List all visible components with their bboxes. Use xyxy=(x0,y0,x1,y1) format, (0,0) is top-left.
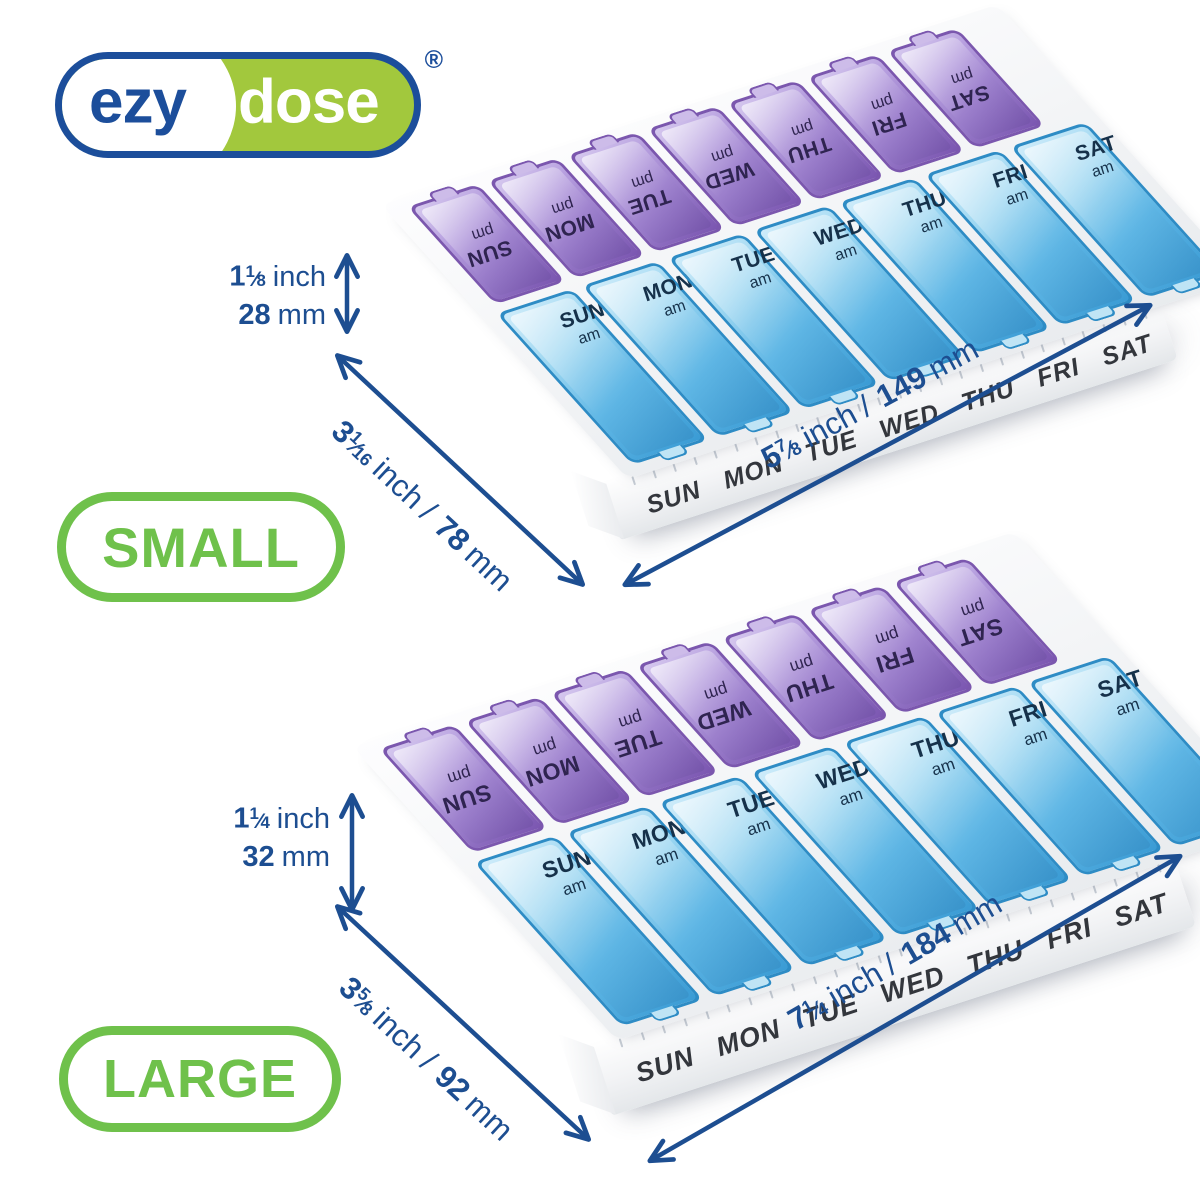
lid-day-label: THU xyxy=(784,131,834,168)
lid-day-label: TUE xyxy=(625,184,674,220)
lid-day-label: MON xyxy=(541,208,598,247)
pill-organizer-small: SUN pm MON pm TUE pm WED pm THU pm FRI pm SAT pm SUN a… xyxy=(381,0,1200,572)
base-day-label-fri: FRI xyxy=(1033,352,1084,393)
lid-day-label: THU xyxy=(782,668,837,708)
lid-day-label: WED xyxy=(693,694,754,737)
lid-day-label: SUN xyxy=(439,779,495,820)
lid-day-label: SAT xyxy=(954,612,1007,652)
lid-day-label: TUE xyxy=(611,723,665,764)
base-day-label-thu: THU xyxy=(957,373,1019,417)
base-day-label-sun: SUN xyxy=(631,1041,699,1089)
hinge-tick xyxy=(618,1038,624,1048)
logo-white-half xyxy=(62,59,236,151)
height-mm-line: 28 mm xyxy=(238,299,326,332)
lid-day-label: WED xyxy=(701,157,757,195)
base-day-label-sun: SUN xyxy=(642,475,705,520)
organizer-top-surface: SUN pm MON pm TUE pm WED pm THU pm FRI pm SAT pm SUN a… xyxy=(381,4,1200,479)
brand-logo: ezy dose ® xyxy=(55,46,443,158)
height-inch-line: 11⁄4 inch xyxy=(233,802,330,835)
size-badge-large: LARGE xyxy=(59,1026,341,1132)
base-day-label-sat: SAT xyxy=(1098,328,1156,372)
base-day-label-fri: FRI xyxy=(1042,912,1096,955)
dimension-label-large-height: 11⁄4 inch 32 mm xyxy=(164,796,330,875)
logo-capsule-shape: ezy dose xyxy=(55,52,421,158)
registered-trademark-symbol: ® xyxy=(424,46,443,74)
lid-day-label: MON xyxy=(522,750,583,793)
height-mm-line: 32 mm xyxy=(242,841,330,874)
base-day-label-sat: SAT xyxy=(1110,887,1172,933)
dimension-label-small-height: 11⁄8 inch 28 mm xyxy=(160,254,326,333)
lid-day-label: SUN xyxy=(464,235,515,272)
size-badge-small: SMALL xyxy=(57,492,345,602)
logo-text-ezy: ezy xyxy=(89,67,187,137)
logo-text-dose: dose xyxy=(238,67,380,137)
hinge-tick xyxy=(631,476,637,486)
height-inch-line: 11⁄8 inch xyxy=(229,260,326,293)
base-day-label-thu: THU xyxy=(963,934,1028,981)
